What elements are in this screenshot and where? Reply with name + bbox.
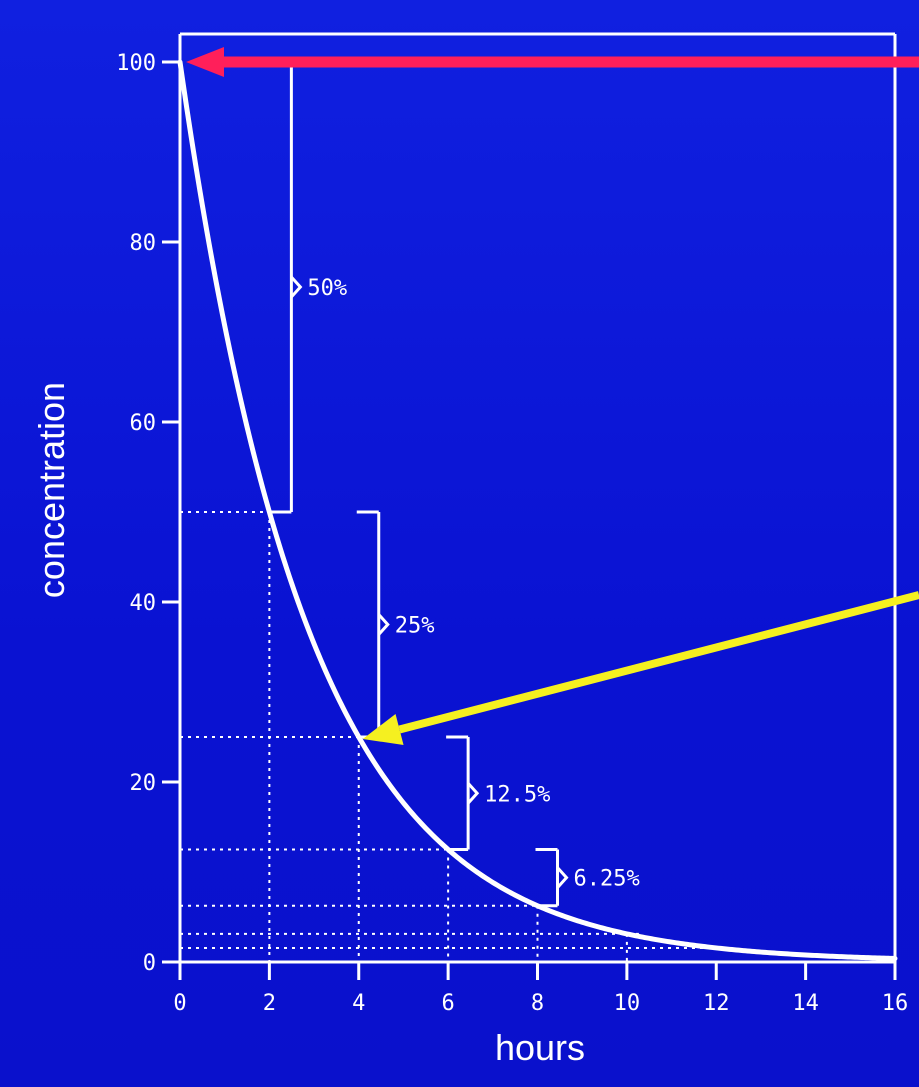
y-tick-label: 60 bbox=[130, 411, 157, 436]
x-tick-label: 10 bbox=[614, 991, 641, 1016]
x-tick-label: 4 bbox=[352, 991, 365, 1016]
red-arrow-head bbox=[186, 47, 224, 77]
x-tick-label: 16 bbox=[882, 991, 909, 1016]
y-tick-label: 40 bbox=[130, 591, 157, 616]
yellow-arrow-head bbox=[362, 713, 404, 745]
x-tick-label: 0 bbox=[173, 991, 186, 1016]
x-axis-title: hours bbox=[495, 1027, 585, 1068]
x-tick-label: 14 bbox=[792, 991, 819, 1016]
bracket-point bbox=[467, 782, 480, 805]
y-axis-title: concentration bbox=[31, 382, 72, 598]
percent-label: 25% bbox=[395, 614, 435, 639]
bracket-point bbox=[290, 275, 303, 299]
percent-label: 50% bbox=[307, 276, 347, 301]
y-tick-label: 20 bbox=[130, 771, 157, 796]
x-tick-label: 6 bbox=[442, 991, 455, 1016]
x-tick-label: 2 bbox=[263, 991, 276, 1016]
percent-label: 6.25% bbox=[574, 867, 640, 892]
y-tick-label: 100 bbox=[116, 51, 156, 76]
y-tick-label: 0 bbox=[143, 951, 156, 976]
yellow-arrow-shaft bbox=[398, 591, 919, 734]
x-tick-label: 8 bbox=[531, 991, 544, 1016]
bracket-point bbox=[377, 613, 390, 636]
y-tick-label: 80 bbox=[130, 231, 157, 256]
bracket-point bbox=[556, 866, 569, 889]
percent-label: 12.5% bbox=[484, 782, 550, 807]
decay-curve bbox=[177, 59, 898, 961]
x-tick-label: 12 bbox=[703, 991, 730, 1016]
